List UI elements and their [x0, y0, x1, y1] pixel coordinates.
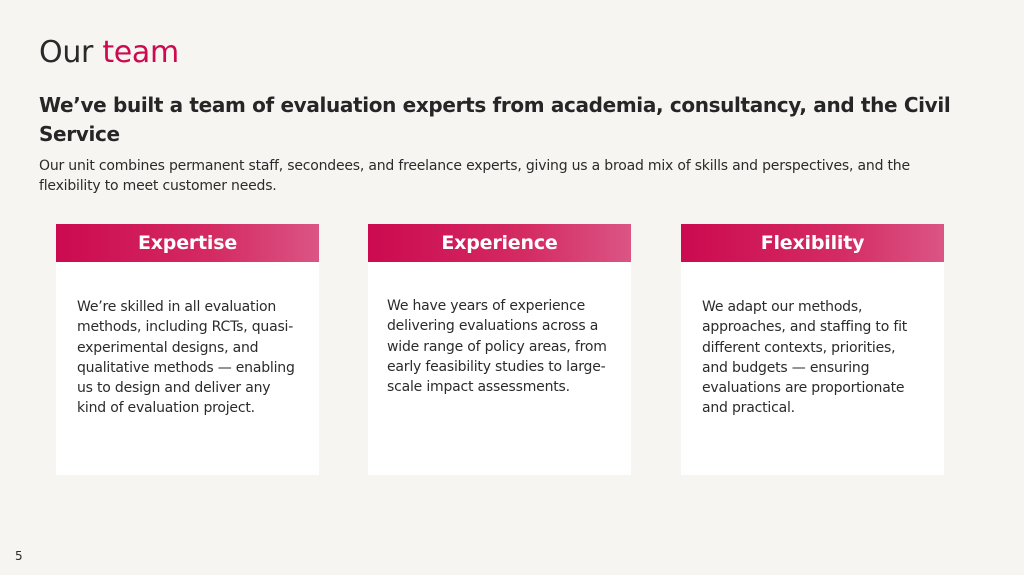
card-body-text: We have years of experience delivering e…: [387, 298, 607, 396]
card-body-text: We adapt our methods, approaches, and st…: [702, 299, 908, 417]
card-heading: Flexibility: [681, 224, 944, 262]
title-plain: Our: [39, 35, 94, 70]
title-accent: team: [102, 35, 179, 70]
card-heading: Experience: [368, 224, 631, 262]
card-heading: Expertise: [56, 224, 319, 262]
intro-paragraph: Our unit combines permanent staff, secon…: [39, 158, 910, 194]
page-title: Our team: [39, 33, 179, 73]
page-subtitle: We’ve built a team of evaluation experts…: [39, 93, 951, 146]
card-experience: Experience We have years of experience d…: [368, 224, 631, 475]
card-body-text: We’re skilled in all evaluation methods,…: [77, 299, 295, 417]
card-expertise: Expertise We’re skilled in all evaluatio…: [56, 224, 319, 475]
page-number: 5: [15, 549, 23, 563]
card-flexibility: Flexibility We adapt our methods, approa…: [681, 224, 944, 475]
